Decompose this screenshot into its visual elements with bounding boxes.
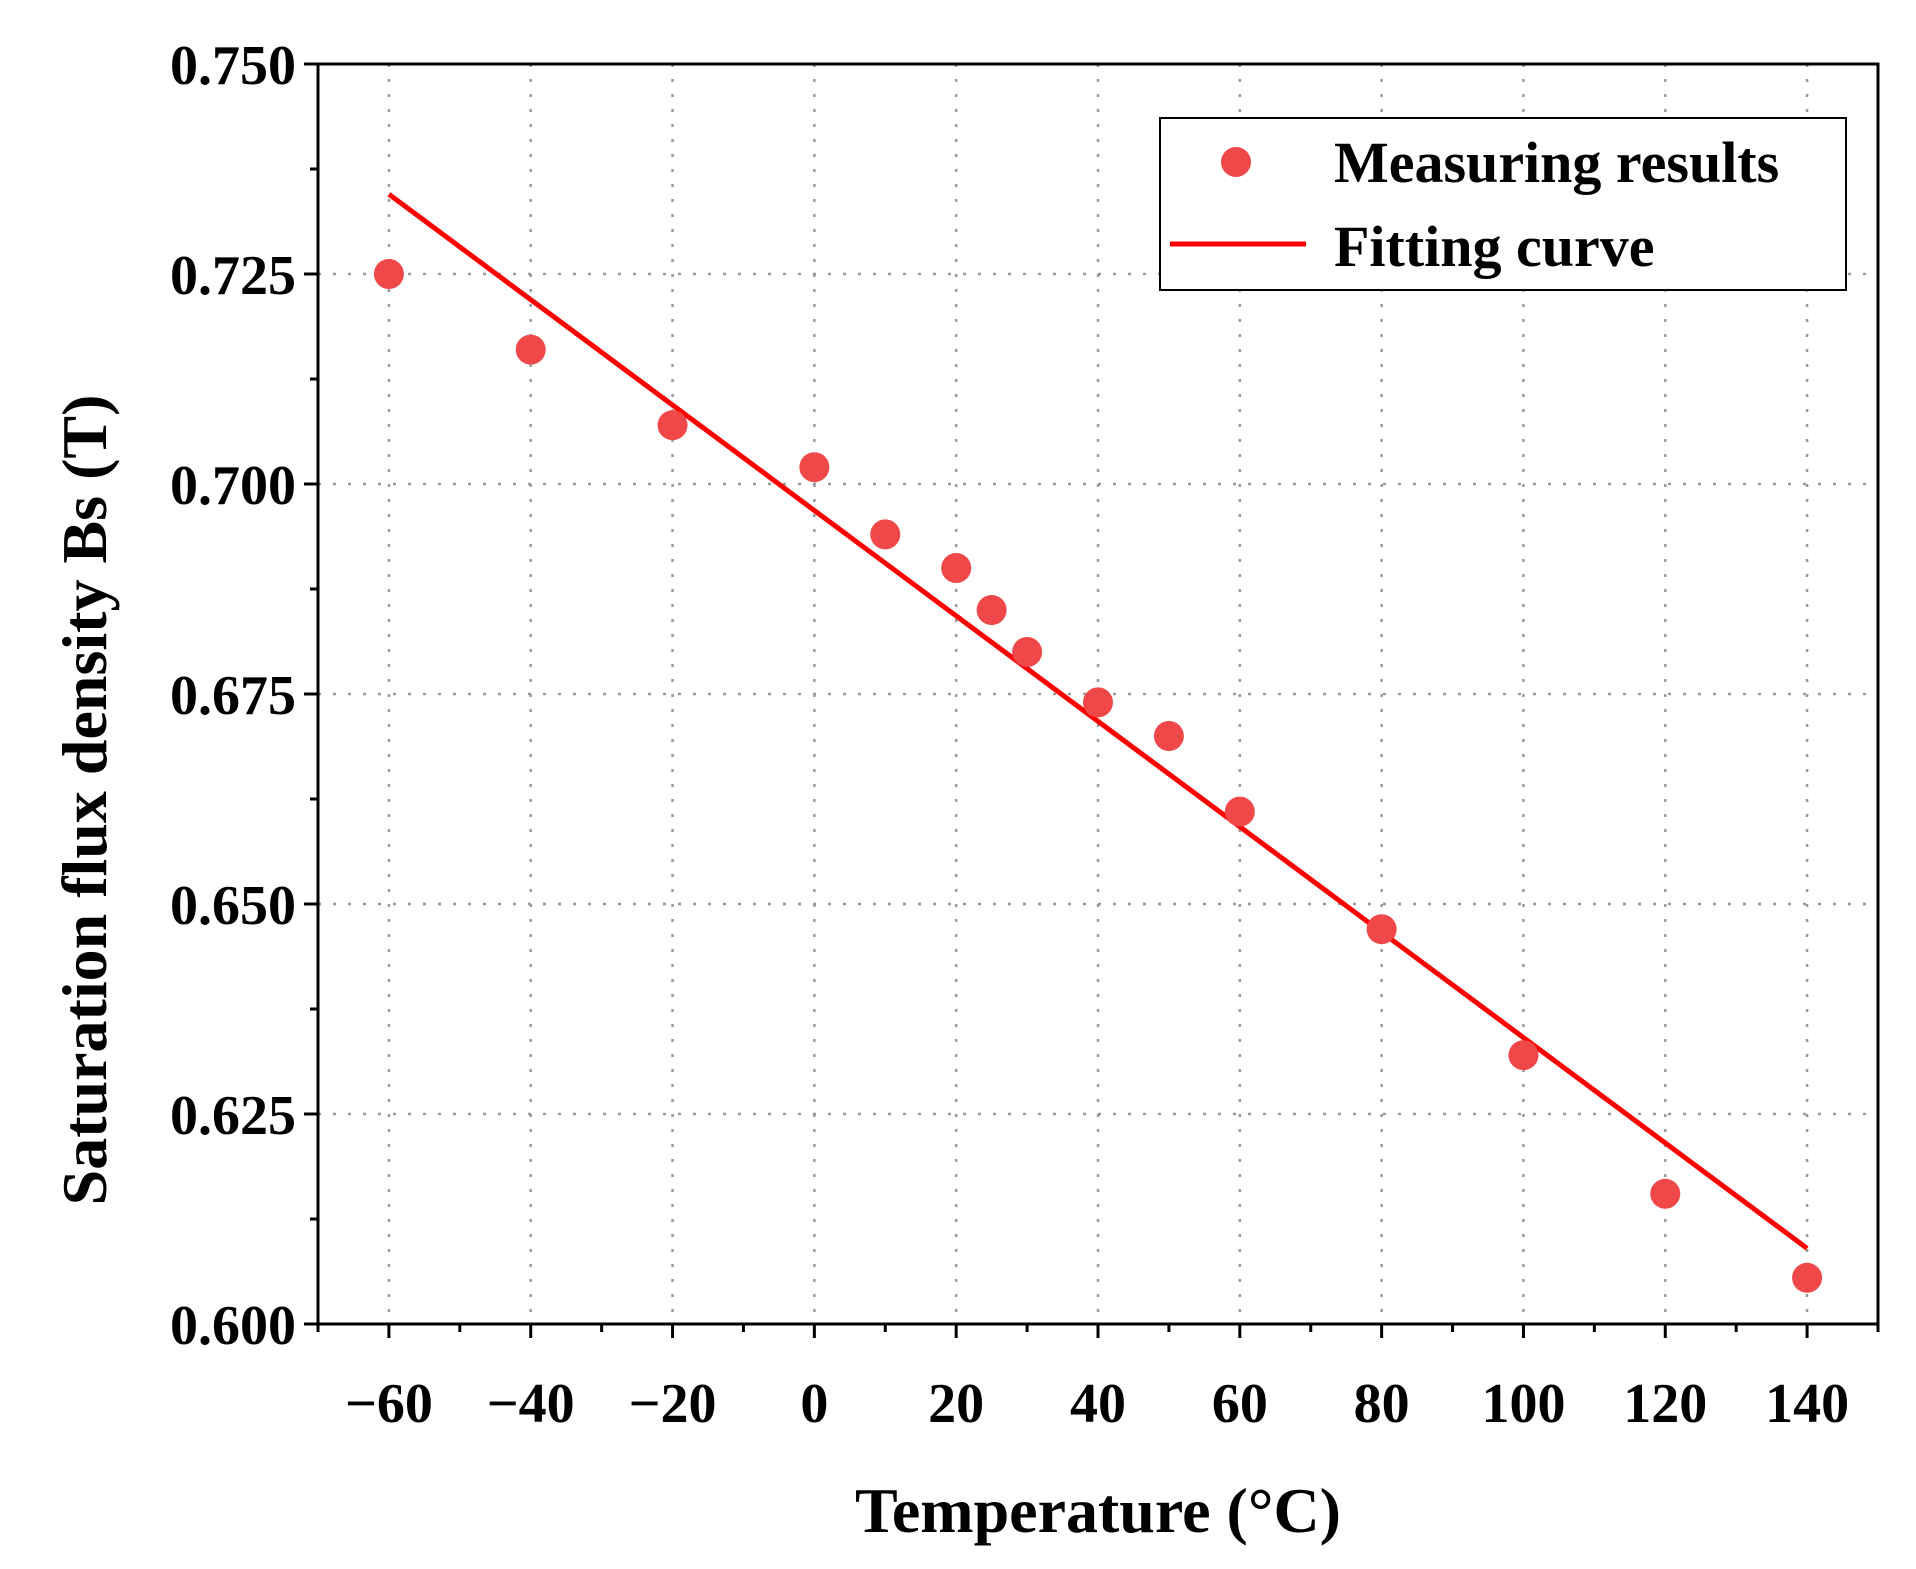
x-tick-label: 120 [1623, 1373, 1707, 1435]
data-point [1792, 1262, 1823, 1293]
y-axis-title: Saturation flux density Bs (T) [49, 395, 120, 1206]
data-point [870, 519, 901, 550]
data-point [657, 410, 688, 441]
x-tick-label: −40 [487, 1373, 575, 1435]
x-axis-title: Temperature (°C) [855, 1475, 1341, 1546]
data-point [1508, 1040, 1539, 1071]
y-tick-label: 0.650 [170, 875, 296, 937]
legend-marker-measuring [1221, 147, 1251, 177]
label-layer: −60 −40 −20 0 20 40 60 80 100 120 140 0.600 0.625 0.6… [170, 35, 1849, 1435]
legend-label-fitting: Fitting curve [1334, 214, 1655, 279]
data-point [976, 595, 1007, 625]
data-point [1650, 1178, 1681, 1209]
x-tick-label: −20 [629, 1373, 717, 1435]
data-point [1153, 721, 1184, 751]
fit-layer [387, 192, 1809, 1251]
x-tick-label: 100 [1481, 1373, 1565, 1435]
y-tick-label: 0.675 [170, 665, 296, 727]
x-tick-label: 80 [1354, 1373, 1410, 1435]
tick-layer [304, 62, 1880, 1338]
point-layer [373, 259, 1823, 1293]
data-point [1083, 687, 1113, 718]
data-point [1012, 637, 1043, 667]
y-tick-label: 0.750 [170, 35, 296, 97]
x-tick-label: 60 [1212, 1373, 1268, 1435]
x-tick-label: 140 [1765, 1373, 1849, 1435]
data-point [1366, 914, 1397, 945]
y-tick-label: 0.700 [170, 455, 296, 517]
y-tick-label: 0.725 [170, 245, 296, 307]
y-tick-label: 0.600 [170, 1295, 296, 1357]
data-point [941, 553, 972, 583]
x-tick-label: −60 [345, 1373, 433, 1435]
data-point [515, 334, 546, 365]
legend-box [1159, 117, 1847, 291]
data-point [373, 259, 404, 289]
legend: Measuring results Fitting curve [1159, 117, 1847, 291]
x-tick-label: 40 [1070, 1373, 1126, 1435]
data-point [1224, 796, 1255, 827]
data-point [799, 452, 830, 483]
y-tick-label: 0.625 [170, 1085, 296, 1147]
fitting-curve [387, 192, 1809, 1251]
legend-label-measuring: Measuring results [1334, 130, 1779, 195]
x-tick-label: 20 [928, 1373, 984, 1435]
x-tick-label: 0 [800, 1373, 828, 1435]
